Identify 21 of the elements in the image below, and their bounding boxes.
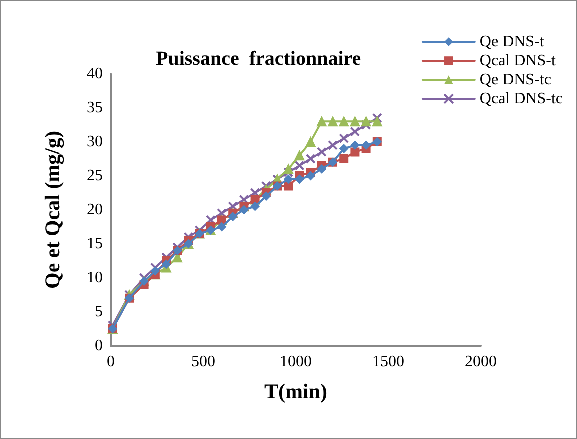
y-tick-label: 10	[87, 270, 103, 286]
y-tick-label: 35	[87, 100, 103, 116]
x-tick-label: 1000	[280, 354, 312, 370]
legend-label: Qe DNS-t	[480, 34, 545, 50]
chart-title: Puissance fractionnaire	[156, 48, 362, 70]
x-tick-label: 0	[107, 354, 115, 370]
x-axis-title: T(min)	[264, 380, 328, 404]
legend-label: Qcal DNS-tc	[480, 90, 564, 108]
legend-label: Qcal DNS-t	[480, 52, 556, 70]
y-tick-label: 25	[87, 168, 103, 184]
y-tick-label: 30	[87, 134, 103, 150]
y-tick-label: 5	[95, 304, 103, 320]
y-axis-title: Qe et Qcal (mg/g)	[40, 130, 64, 290]
y-tick-label: 20	[87, 202, 103, 218]
y-tick-label: 40	[87, 66, 103, 82]
x-tick-label: 500	[192, 354, 216, 370]
legend-label: Qe DNS-tc	[480, 72, 552, 88]
x-tick-label: 2000	[465, 354, 497, 370]
y-tick-label: 15	[87, 236, 103, 252]
x-tick-label: 1500	[372, 354, 404, 370]
y-tick-label: 0	[95, 338, 103, 354]
